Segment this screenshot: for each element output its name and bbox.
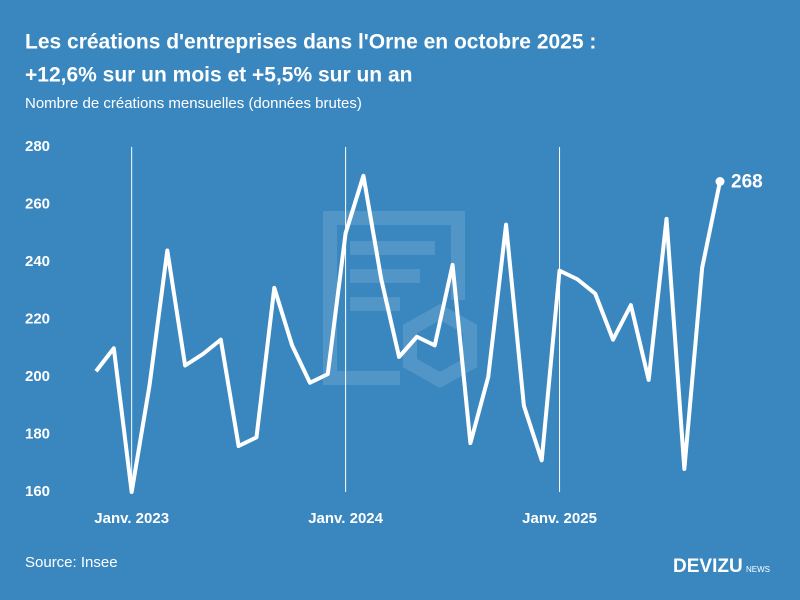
chart-subtitle: Nombre de créations mensuelles (données …	[25, 95, 362, 112]
brand: DEVIZU	[673, 556, 743, 577]
chart-title: Les créations d'entreprises dans l'Orne …	[25, 31, 596, 54]
y-tick-label: 260	[25, 195, 50, 212]
y-tick-label: 200	[25, 368, 50, 385]
x-tick-label: Janv. 2025	[522, 510, 597, 527]
y-tick-label: 160	[25, 483, 50, 500]
y-tick-label: 220	[25, 310, 50, 327]
source: Source: Insee	[25, 554, 118, 571]
y-tick-label: 180	[25, 425, 50, 442]
x-tick-label: Janv. 2023	[94, 510, 169, 527]
x-tick-label: Janv. 2024	[308, 510, 383, 527]
line	[94, 173, 722, 494]
brand-suffix: NEWS	[746, 565, 770, 574]
end-point	[715, 177, 725, 186]
y-tick-label: 240	[25, 253, 50, 270]
chart-title: +12,6% sur un mois et +5,5% sur un an	[25, 64, 412, 87]
y-tick-label: 280	[25, 138, 50, 155]
data-label: 268	[731, 172, 763, 193]
watermark	[323, 211, 477, 389]
